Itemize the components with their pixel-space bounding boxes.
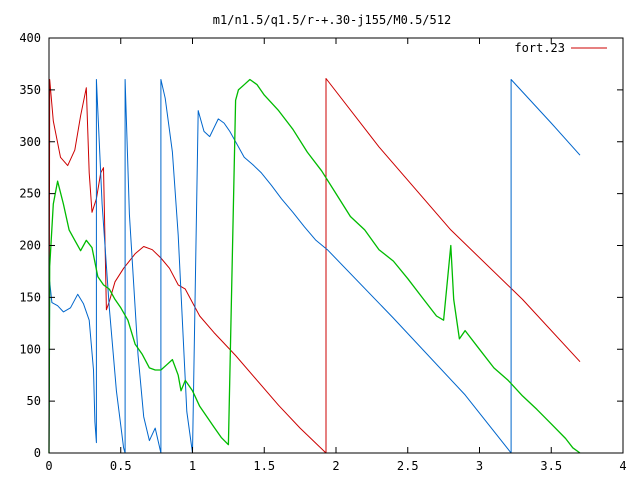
- chart-title: m1/n1.5/q1.5/r-+.30-j155/M0.5/512: [213, 13, 451, 27]
- series-line-blue: [48, 79, 581, 454]
- x-tick-label: 2.5: [397, 459, 419, 473]
- x-tick-label: 3.5: [540, 459, 562, 473]
- y-tick-label: 250: [19, 187, 41, 201]
- legend: fort.23: [514, 41, 607, 55]
- series-line-fort-23: [48, 78, 581, 454]
- x-axis: 0 0.5 1 1.5 2 2.5 3 3.5 4: [45, 38, 627, 473]
- y-tick-label: 200: [19, 239, 41, 253]
- x-tick-label: 2: [332, 459, 339, 473]
- x-tick-label: 1: [189, 459, 196, 473]
- legend-label-fort-23: fort.23: [514, 41, 565, 55]
- x-tick-label: 3: [476, 459, 483, 473]
- x-tick-label: 4: [619, 459, 626, 473]
- plot-frame: [48, 37, 624, 454]
- y-tick-label: 100: [19, 342, 41, 356]
- x-tick-label: 0.5: [110, 459, 132, 473]
- y-tick-label: 300: [19, 135, 41, 149]
- series-layer: [48, 78, 581, 454]
- x-tick-label: 1.5: [253, 459, 275, 473]
- y-tick-label: 400: [19, 31, 41, 45]
- x-tick-label: 0: [45, 459, 52, 473]
- y-tick-label: 150: [19, 290, 41, 304]
- y-tick-label: 0: [34, 446, 41, 460]
- y-tick-label: 50: [27, 394, 41, 408]
- series-line-green: [48, 78, 581, 454]
- y-tick-label: 350: [19, 83, 41, 97]
- y-axis: 0 50 100 150 200 250 300 350 400: [19, 31, 623, 460]
